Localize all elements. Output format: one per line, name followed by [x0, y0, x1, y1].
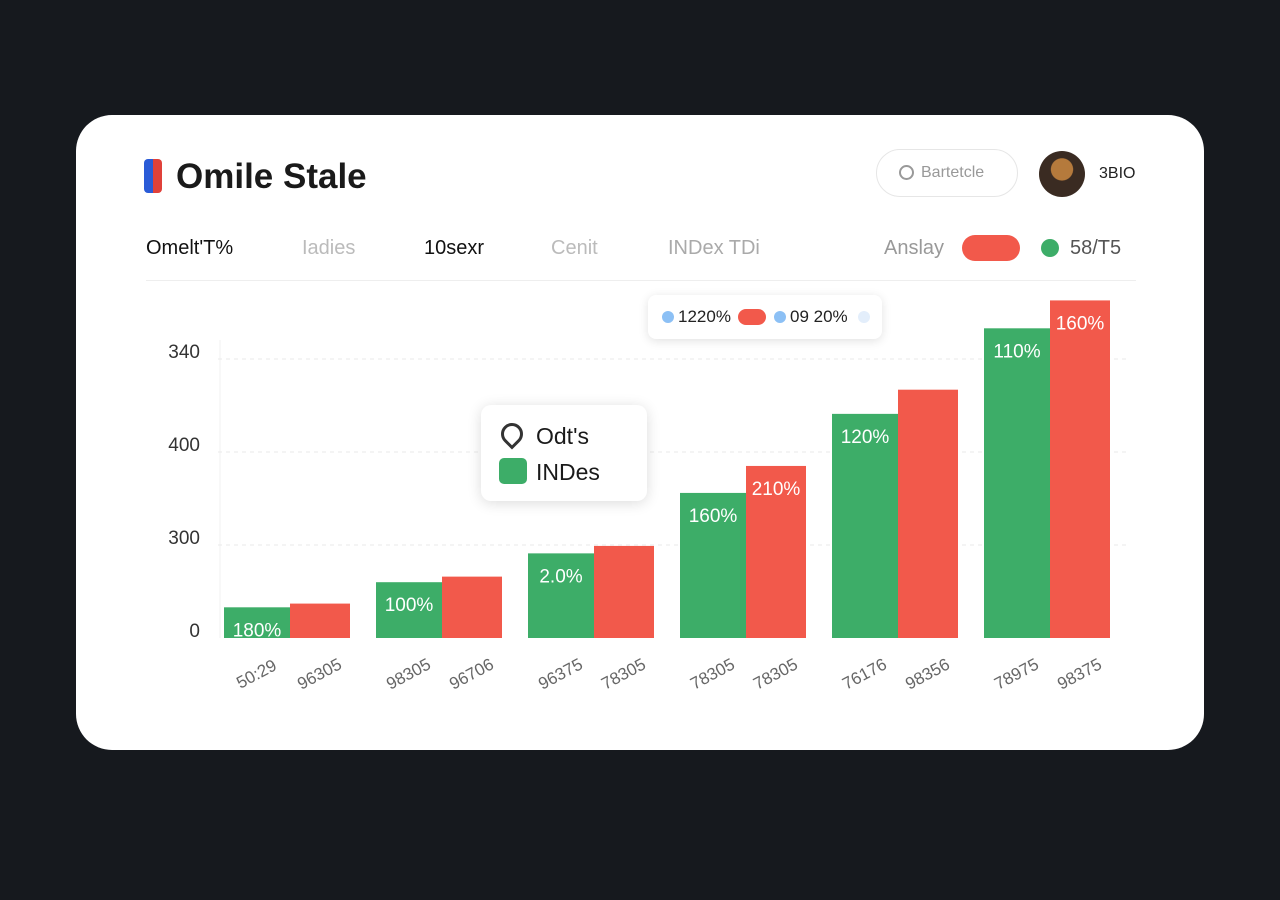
x-tick-label: 78305 — [687, 655, 738, 694]
bar — [290, 603, 350, 638]
bar — [594, 545, 654, 638]
x-tick-label: 78305 — [750, 655, 801, 694]
chart: 0 300 400 340 180% 50:29 96305 100% 98305 96706 2.… — [168, 300, 1130, 694]
nav-label: Anslay — [884, 237, 945, 259]
x-tick-label: 98375 — [1054, 655, 1105, 694]
dot — [662, 311, 674, 323]
user-name: 3BIO — [1099, 165, 1136, 182]
nav-item[interactable]: Iadies — [302, 237, 356, 259]
y-tick-label: 300 — [168, 528, 200, 549]
tooltip-line: Odt's — [536, 423, 589, 449]
x-tick-label: 50:29 — [233, 656, 279, 693]
dot — [774, 311, 786, 323]
nav-item[interactable]: Cenit — [551, 237, 598, 259]
bar-text: 2.0% — [539, 566, 582, 587]
bar — [442, 576, 502, 638]
bar-text: 180% — [233, 620, 282, 641]
x-tick-label: 98356 — [902, 655, 953, 694]
x-tick-label: 96305 — [294, 655, 345, 694]
nav-item[interactable]: 10sexr — [424, 237, 485, 259]
x-tick-label: 96375 — [535, 655, 586, 694]
bar-text: 160% — [689, 506, 738, 527]
bar-text: 160% — [1056, 313, 1105, 334]
x-tick-label: 78975 — [991, 655, 1042, 694]
pin-icon — [496, 418, 528, 450]
status-dot — [1041, 239, 1059, 257]
bar — [984, 328, 1050, 638]
dot — [858, 311, 870, 323]
legend-popup: 1220% 09 20% — [648, 295, 882, 339]
badge — [499, 458, 527, 484]
y-tick-label: 340 — [168, 342, 200, 363]
divider — [146, 280, 1136, 281]
x-tick-label: 78305 — [598, 655, 649, 694]
nav-item[interactable]: INDex TDi — [668, 237, 760, 259]
logo — [144, 159, 162, 193]
status: 58/T5 — [1070, 237, 1122, 259]
bar — [832, 413, 898, 638]
x-tick-label: 98305 — [383, 655, 434, 694]
legend-text: 1220% — [678, 307, 731, 326]
y-tick-label: 400 — [168, 435, 200, 456]
legend-text: 09 20% — [790, 307, 848, 326]
app-title: Omile Stale — [176, 157, 367, 196]
bar — [898, 389, 958, 638]
x-tick-label: 76176 — [839, 655, 890, 694]
pill — [738, 309, 766, 325]
bar — [376, 582, 442, 638]
tooltip-line: INDes — [536, 459, 600, 485]
bar — [1050, 300, 1110, 638]
toggle[interactable] — [962, 235, 1020, 261]
avatar[interactable] — [1039, 151, 1085, 197]
bar — [224, 607, 290, 638]
card: Omile Stale Bartetcle 3BIO Omelt'T% Iadi… — [76, 115, 1204, 750]
bar-text: 210% — [752, 479, 801, 500]
bar — [528, 553, 594, 638]
bar-text: 110% — [993, 341, 1040, 362]
y-tick-label: 0 — [189, 621, 200, 642]
bar — [746, 465, 806, 638]
bar — [680, 492, 746, 638]
bar-text: 120% — [841, 427, 890, 448]
nav-item[interactable]: Omelt'T% — [146, 237, 234, 259]
search-box[interactable]: Bartetcle — [876, 149, 1018, 197]
bar-text: 100% — [385, 595, 434, 616]
x-tick-label: 96706 — [446, 655, 497, 694]
tooltip: Odt's INDes — [481, 405, 647, 501]
